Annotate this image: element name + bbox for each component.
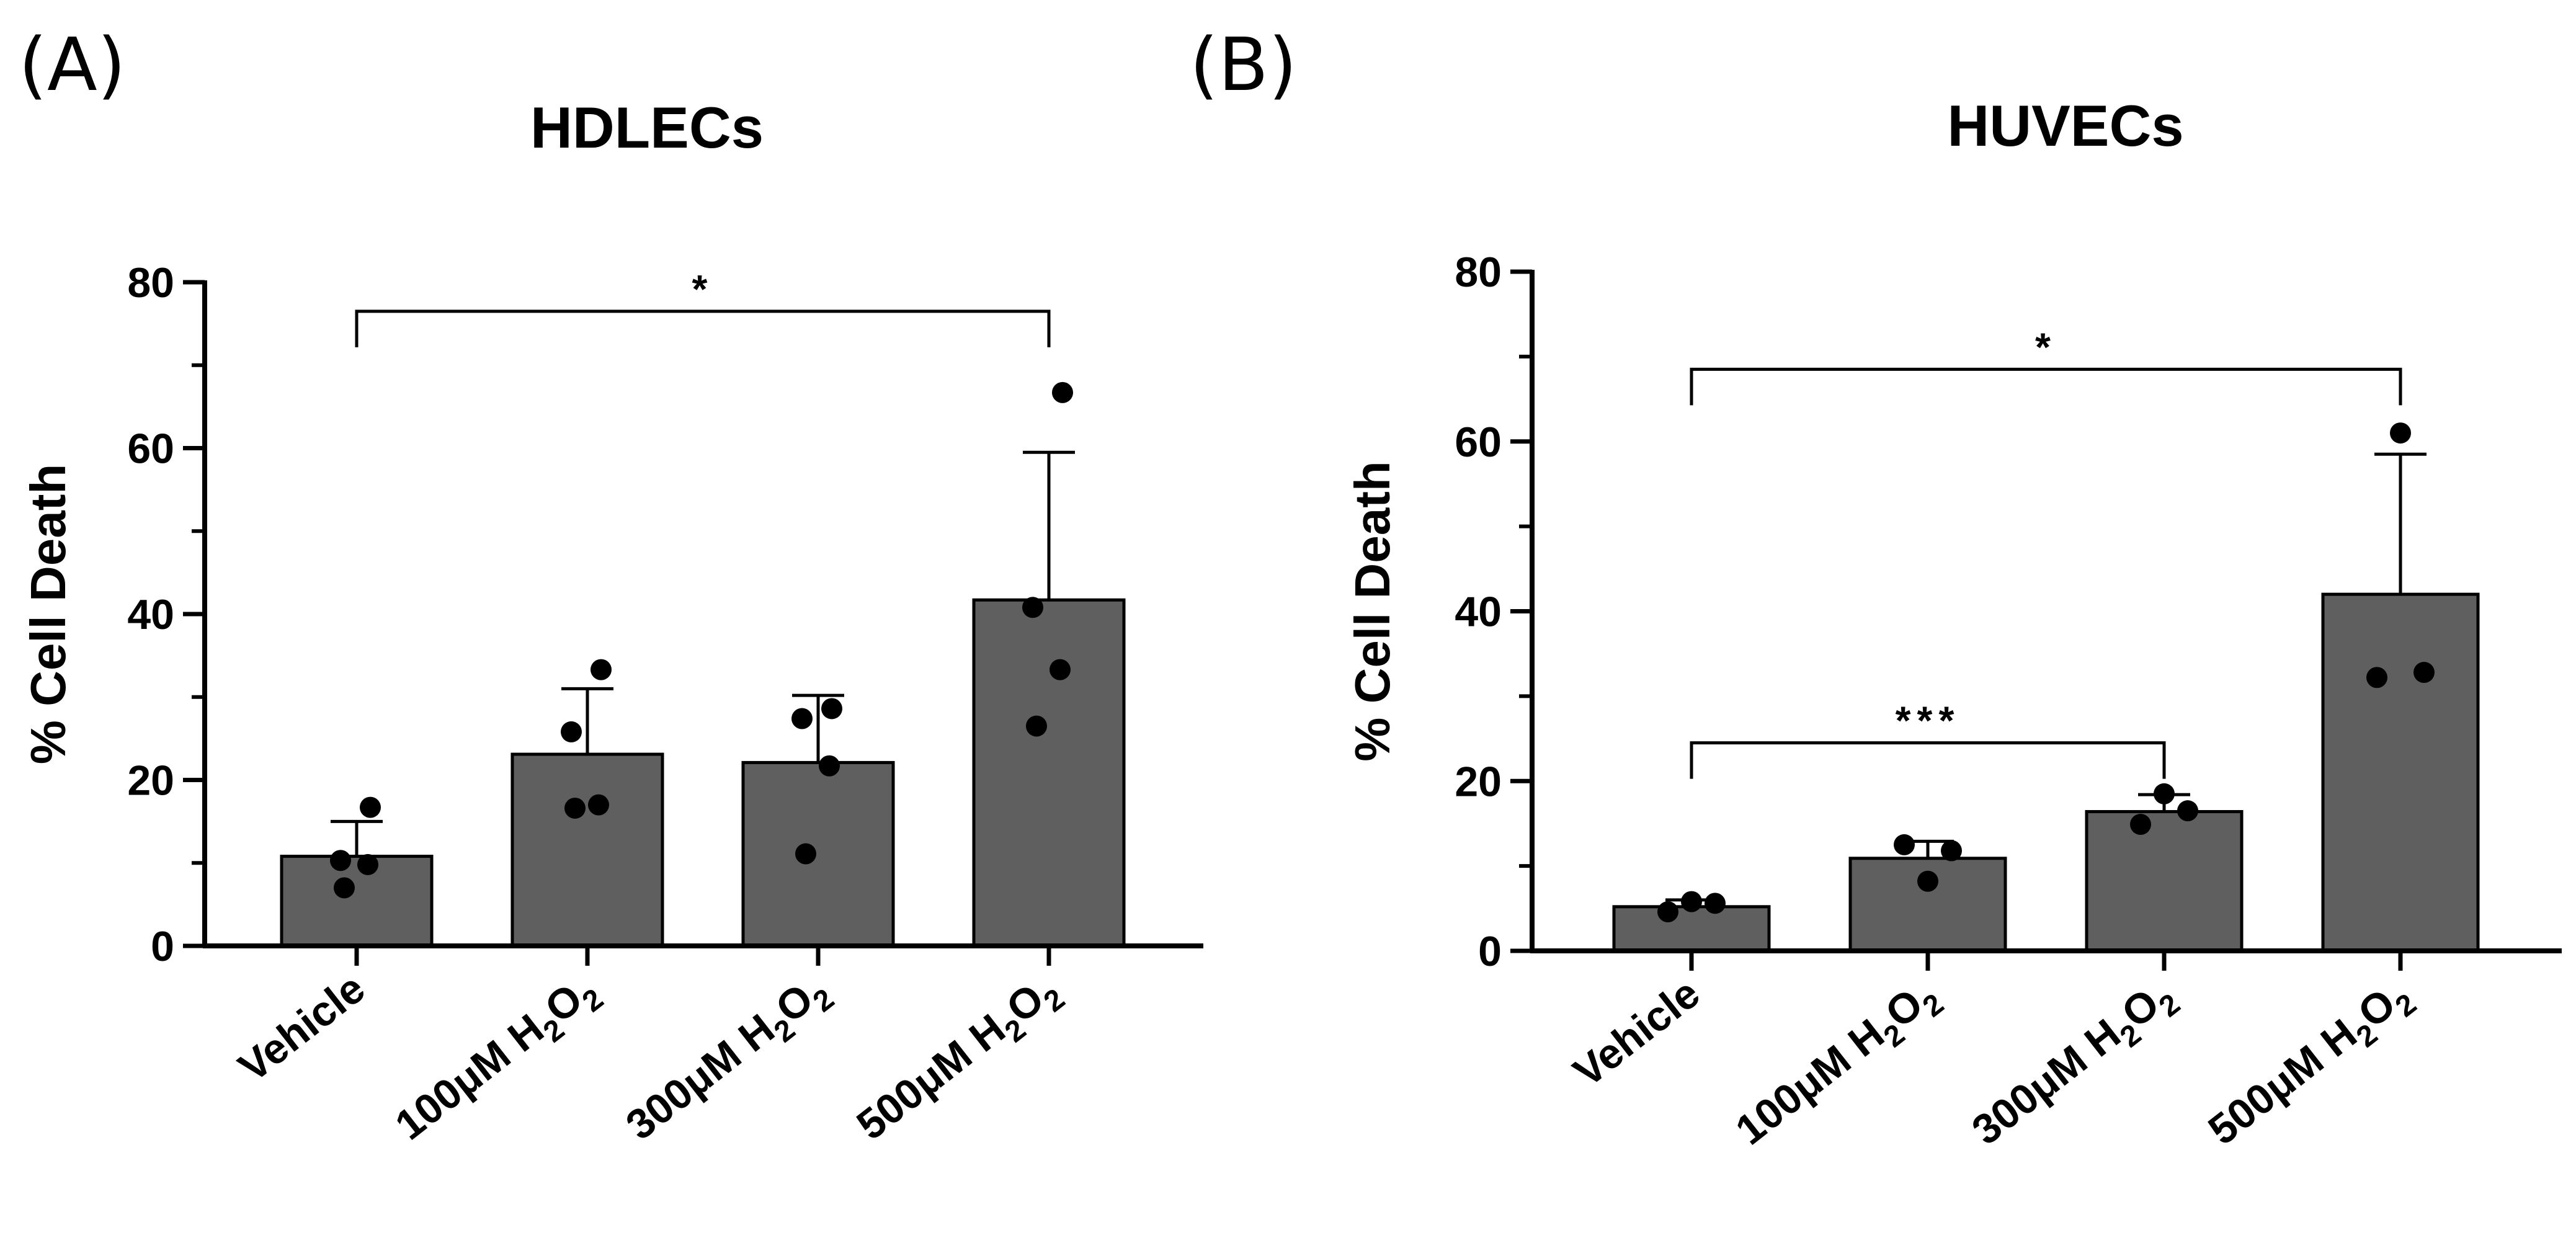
y-axis-label: % Cell Death xyxy=(1345,461,1400,762)
data-point xyxy=(1026,715,1047,737)
data-point xyxy=(1917,870,1938,892)
significance-bracket xyxy=(1690,741,2166,779)
data-point xyxy=(1657,901,1678,923)
y-tick-label: 60 xyxy=(1455,419,1502,466)
significance-bracket xyxy=(355,310,1051,347)
x-category-label: 300μM H2O2 xyxy=(617,965,840,1156)
data-point xyxy=(1681,891,1702,912)
y-tick-label: 60 xyxy=(127,425,174,473)
category-text: Vehicle xyxy=(230,965,373,1091)
data-point xyxy=(1052,381,1073,403)
data-point xyxy=(591,659,612,680)
category-text: Vehicle xyxy=(1565,969,1708,1096)
bar xyxy=(510,752,664,948)
significance-label: * xyxy=(2035,324,2057,369)
significance-label: *** xyxy=(1896,698,1961,743)
x-category-label: 500μM H2O2 xyxy=(2199,969,2423,1161)
x-category-label: Vehicle xyxy=(230,965,373,1091)
data-point xyxy=(819,755,840,777)
category-text: 100μM H xyxy=(386,1005,552,1149)
category-text: 500μM H xyxy=(848,1005,1014,1149)
data-point xyxy=(2177,800,2198,822)
y-tick-label: 40 xyxy=(1455,589,1502,636)
significance-label: * xyxy=(692,267,714,311)
bar xyxy=(2321,592,2480,953)
bar xyxy=(1612,905,1771,953)
x-category-label: 300μM H2O2 xyxy=(1963,969,2186,1161)
x-category-label: Vehicle xyxy=(1565,969,1708,1096)
panel-hdlecs: (A) HDLECs % Cell Death 0 20 40 60 80 Vehicle 100… xyxy=(19,22,1203,1156)
category-text: 300μM H xyxy=(1963,1010,2129,1154)
y-tick-label: 40 xyxy=(127,591,174,638)
chart-title: HUVECs xyxy=(1947,93,2183,158)
bar xyxy=(741,760,895,948)
data-point xyxy=(1705,893,1726,914)
bar xyxy=(280,855,434,948)
category-text: 500μM H xyxy=(2199,1010,2365,1154)
y-tick-label: 20 xyxy=(1455,758,1502,805)
y-axis-label: % Cell Death xyxy=(20,464,76,765)
y-tick-label: 20 xyxy=(127,757,174,804)
y-tick-label: 0 xyxy=(151,923,174,970)
category-text: 100μM H xyxy=(1727,1010,1892,1154)
bar xyxy=(972,598,1126,948)
data-point xyxy=(564,797,586,819)
panel-label: (B) xyxy=(1190,22,1297,107)
data-point xyxy=(795,843,816,865)
data-point xyxy=(2366,667,2387,688)
data-point xyxy=(2130,814,2151,835)
data-point xyxy=(791,708,813,729)
y-tick-label: 80 xyxy=(127,259,174,306)
data-point xyxy=(2413,662,2435,684)
data-point xyxy=(1941,840,1962,862)
data-point xyxy=(561,721,582,742)
panel-huvecs: (B) HUVECs % Cell Death 0 20 40 60 80 Vehicle 100… xyxy=(1190,22,2562,1161)
data-point xyxy=(357,853,378,875)
data-point xyxy=(1022,597,1043,618)
data-point xyxy=(330,850,351,871)
data-point xyxy=(2390,422,2411,444)
data-point xyxy=(2154,783,2175,804)
panel-label: (A) xyxy=(19,22,126,107)
significance-bracket xyxy=(1690,367,2402,406)
data-point xyxy=(360,796,381,818)
x-category-label: 500μM H2O2 xyxy=(848,965,1071,1156)
data-point xyxy=(588,794,609,816)
x-category-label: 100μM H2O2 xyxy=(1727,969,1950,1161)
chart-title: HDLECs xyxy=(530,95,764,160)
y-tick-label: 80 xyxy=(1455,249,1502,296)
y-tick-label: 0 xyxy=(1478,928,1502,975)
x-category-label: 100μM H2O2 xyxy=(386,965,610,1156)
data-point xyxy=(821,698,842,720)
bar xyxy=(2085,810,2244,953)
data-point xyxy=(1050,659,1071,680)
category-text: 300μM H xyxy=(617,1005,783,1149)
data-point xyxy=(1894,834,1915,855)
data-point xyxy=(334,877,355,899)
